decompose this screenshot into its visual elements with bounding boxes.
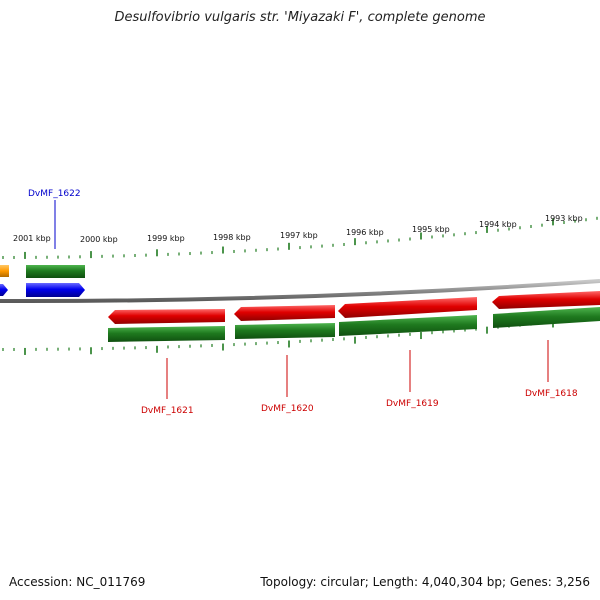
gene-label-dvmf-1622: DvMF_1622 (28, 189, 81, 199)
map-title: Desulfovibrio vulgaris str. 'Miyazaki F'… (114, 10, 486, 25)
tick-label: 1994 kbp (479, 220, 517, 229)
gene-label-dvmf-1620: DvMF_1620 (261, 404, 314, 414)
tick-label: 2001 kbp (13, 234, 51, 243)
cds-feature[interactable] (493, 307, 600, 328)
tick-label: 1993 kbp (545, 214, 583, 223)
gene-label-dvmf-1619: DvMF_1619 (386, 399, 439, 409)
cds-feature[interactable] (235, 323, 335, 339)
gene-feature-dvmf-1619[interactable] (338, 297, 477, 318)
cds-feature[interactable] (339, 315, 477, 336)
gene-feature-dvmf-1620[interactable] (234, 305, 335, 321)
gene-feature[interactable] (0, 284, 8, 296)
cds-feature[interactable] (0, 265, 9, 277)
gene-feature-dvmf-1618[interactable] (492, 291, 600, 309)
label-leaders (54, 200, 549, 399)
upper-tick-ruler (2, 216, 598, 259)
tick-label: 1995 kbp (412, 225, 450, 234)
forward-features (0, 265, 85, 297)
tick-label: 1999 kbp (147, 234, 185, 243)
tick-label: 1998 kbp (213, 233, 251, 242)
accession-text: Accession: NC_011769 (9, 575, 146, 589)
genome-backbone (0, 279, 600, 304)
gene-feature-dvmf-1622[interactable] (26, 283, 85, 297)
reverse-features (108, 291, 600, 342)
tick-label: 2000 kbp (80, 235, 118, 244)
tick-label: 1997 kbp (280, 231, 318, 240)
genome-summary-text: Topology: circular; Length: 4,040,304 bp… (260, 575, 590, 589)
gene-feature-dvmf-1621[interactable] (108, 309, 225, 324)
cds-feature[interactable] (108, 326, 225, 342)
gene-label-dvmf-1621: DvMF_1621 (141, 406, 194, 416)
cds-feature[interactable] (26, 265, 85, 278)
gene-label-dvmf-1618: DvMF_1618 (525, 389, 578, 399)
tick-label: 1996 kbp (346, 228, 384, 237)
